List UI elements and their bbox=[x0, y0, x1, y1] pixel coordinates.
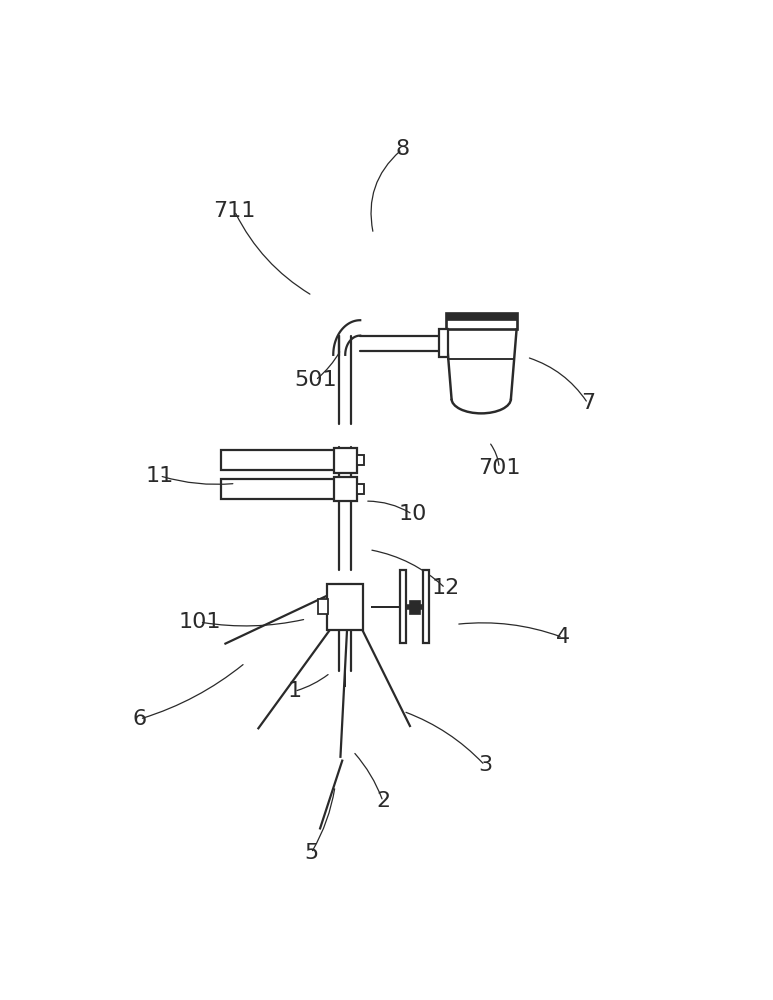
Bar bbox=[409, 600, 420, 614]
Text: 101: 101 bbox=[179, 612, 221, 632]
Text: 711: 711 bbox=[213, 201, 256, 221]
Bar bbox=[423, 570, 428, 643]
Bar bbox=[334, 477, 356, 501]
Text: 10: 10 bbox=[398, 504, 427, 524]
Bar bbox=[221, 450, 336, 470]
Text: 1: 1 bbox=[288, 681, 301, 701]
Text: 7: 7 bbox=[581, 393, 595, 413]
Text: 5: 5 bbox=[304, 843, 318, 863]
Text: 501: 501 bbox=[294, 370, 336, 390]
Text: 8: 8 bbox=[395, 139, 409, 159]
Bar bbox=[446, 312, 516, 329]
Bar bbox=[221, 479, 336, 499]
Bar bbox=[356, 455, 364, 465]
Bar bbox=[327, 584, 363, 630]
Bar bbox=[356, 484, 364, 494]
Polygon shape bbox=[446, 329, 516, 399]
Text: 4: 4 bbox=[556, 627, 570, 647]
Text: 3: 3 bbox=[478, 755, 492, 775]
Bar bbox=[334, 448, 356, 473]
Text: 2: 2 bbox=[376, 791, 390, 811]
Text: 12: 12 bbox=[431, 578, 459, 598]
Bar bbox=[446, 312, 516, 320]
Text: 11: 11 bbox=[145, 466, 174, 486]
Bar bbox=[400, 570, 406, 643]
Text: 701: 701 bbox=[478, 458, 520, 478]
Bar bbox=[439, 329, 448, 357]
Text: 6: 6 bbox=[133, 709, 147, 729]
Bar bbox=[318, 599, 329, 614]
